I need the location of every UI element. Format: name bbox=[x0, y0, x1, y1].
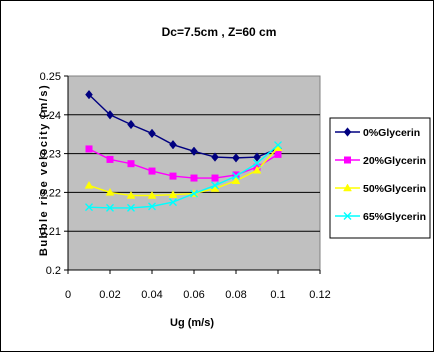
legend-label: 20%Glycerin bbox=[363, 155, 426, 167]
series-line bbox=[88, 147, 279, 197]
x-tick-label: 0.12 bbox=[309, 289, 330, 301]
data-point bbox=[253, 152, 261, 162]
y-tick-label: 0.2 bbox=[46, 265, 61, 277]
series-line bbox=[88, 148, 279, 179]
legend-label: 0%Glycerin bbox=[363, 127, 420, 139]
data-point bbox=[344, 156, 351, 164]
data-point bbox=[148, 202, 156, 211]
legend-item: 0%Glycerin bbox=[335, 127, 420, 139]
legend-label: 50%Glycerin bbox=[363, 183, 426, 195]
data-point bbox=[148, 128, 156, 139]
data-point bbox=[127, 203, 135, 212]
data-point bbox=[169, 198, 177, 207]
data-point bbox=[190, 189, 198, 198]
data-point bbox=[274, 141, 282, 150]
legend-box bbox=[329, 117, 431, 239]
data-point bbox=[232, 172, 240, 181]
y-axis-label: Bubble rise velocity (m/s) bbox=[38, 84, 50, 256]
data-point bbox=[106, 110, 114, 120]
y-tick-label: 0.25 bbox=[40, 71, 61, 83]
data-point bbox=[147, 191, 157, 199]
data-point bbox=[127, 160, 135, 168]
data-point bbox=[105, 187, 115, 196]
data-point bbox=[84, 180, 94, 189]
data-point bbox=[148, 167, 156, 175]
y-tick-label: 0.24 bbox=[40, 110, 61, 122]
data-point bbox=[85, 145, 93, 153]
x-tick-label: 0.04 bbox=[141, 289, 162, 301]
data-point bbox=[168, 190, 178, 198]
data-point bbox=[169, 172, 177, 180]
data-point bbox=[252, 165, 262, 174]
data-point bbox=[343, 127, 352, 137]
data-point bbox=[106, 155, 114, 163]
data-point bbox=[85, 203, 93, 212]
data-point bbox=[190, 146, 198, 156]
data-point bbox=[169, 139, 177, 150]
series-line bbox=[88, 94, 279, 159]
data-point bbox=[211, 181, 219, 190]
series-65-glycerin bbox=[85, 141, 282, 212]
y-tick-label: 0.23 bbox=[40, 149, 61, 161]
x-axis-label: Ug (m/s) bbox=[170, 317, 214, 329]
legend-item: 20%Glycerin bbox=[335, 155, 426, 167]
data-point bbox=[126, 191, 136, 199]
legend-item: 65%Glycerin bbox=[335, 211, 426, 223]
legend-label: 65%Glycerin bbox=[363, 211, 426, 223]
x-tick-label: 0 bbox=[65, 289, 71, 301]
plot-area bbox=[67, 75, 321, 271]
series-20-glycerin bbox=[85, 145, 282, 182]
data-point bbox=[274, 150, 282, 158]
legend: 0%Glycerin 20%Glycerin 50%Glycerin 65%Glyce… bbox=[329, 117, 431, 239]
data-point bbox=[253, 159, 261, 168]
series-line bbox=[88, 144, 279, 209]
data-point bbox=[127, 119, 135, 130]
data-point bbox=[231, 176, 241, 185]
data-point bbox=[106, 203, 114, 212]
x-tick-label: 0.06 bbox=[183, 289, 204, 301]
y-tick-label: 0.21 bbox=[40, 226, 61, 238]
y-tick-label: 0.22 bbox=[40, 187, 61, 199]
legend-item: 50%Glycerin bbox=[335, 183, 426, 195]
x-tick-label: 0.08 bbox=[225, 289, 246, 301]
data-point bbox=[343, 212, 352, 220]
x-tick-label: 0.02 bbox=[99, 289, 120, 301]
x-tick-label: 0.1 bbox=[270, 289, 285, 301]
data-point bbox=[211, 152, 219, 162]
chart-title: Dc=7.5cm , Z=60 cm bbox=[162, 25, 277, 39]
series-50-glycerin bbox=[84, 143, 283, 199]
data-point bbox=[190, 174, 198, 182]
data-point bbox=[85, 89, 93, 100]
data-point bbox=[211, 174, 219, 182]
data-point bbox=[343, 183, 352, 192]
data-point bbox=[232, 153, 240, 163]
